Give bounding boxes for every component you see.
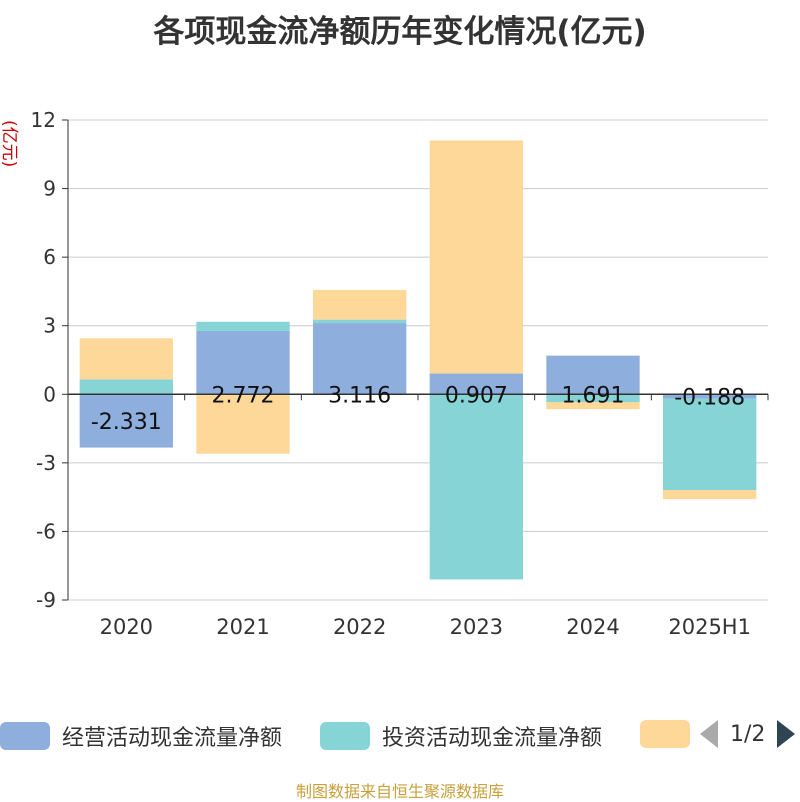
bar-2022-series-0 [313,323,407,395]
x-tick-label: 2025H1 [668,615,751,639]
bar-2025H1-series-1 [663,398,757,491]
y-tick-label: 12 [31,108,56,132]
y-tick-label: -3 [36,451,56,475]
bar-2025H1-series-0 [663,394,757,399]
legend-swatch-operating [0,722,50,750]
bar-2021-series-1 [196,321,290,331]
data-label-2021: 2.772 [212,383,275,408]
y-tick-label: -9 [36,588,56,612]
chart-legend: 经营活动现金流量净额 投资活动现金流量净额 1/2 [0,712,800,756]
bar-2024-series-0 [546,355,640,395]
y-tick-label: 0 [43,382,56,406]
y-tick-label: 6 [43,245,56,269]
y-tick-label: -6 [36,519,56,543]
legend-label-operating: 经营活动现金流量净额 [62,726,283,751]
legend-item-financing[interactable] [640,720,702,748]
bar-2021-series-2 [196,394,290,454]
bar-2020-series-2 [79,338,173,380]
y-tick-label: 3 [43,314,56,338]
bar-2024-series-1 [546,394,640,403]
bar-2023-series-2 [429,140,523,374]
bar-2025H1-series-2 [663,490,757,500]
legend-swatch-investing [320,722,370,750]
data-source-note: 制图数据来自恒生聚源数据库 [295,782,504,801]
bar-2022-series-2 [313,289,407,320]
x-tick-label: 2024 [566,615,619,639]
legend-page-indicator: 1/2 [730,721,766,747]
legend-item-investing[interactable]: 投资活动现金流量净额 [320,720,602,752]
chart-plot: 12 9 6 3 0 -3 -6 -9 2020 -2.331 2021 2.772 2022 3.116… [31,108,769,639]
bar-2020-series-1 [79,379,173,395]
legend-swatch-financing [640,720,690,748]
bar-2024-series-2 [546,402,640,410]
data-label-2024: 1.691 [562,383,625,408]
bar-2023-series-0 [429,373,523,395]
legend-label-investing: 投资活动现金流量净额 [382,726,603,751]
data-label-2020: -2.331 [91,410,162,435]
bar-2022-series-1 [313,319,407,324]
legend-item-operating[interactable]: 经营活动现金流量净额 [0,720,282,752]
x-tick-label: 2023 [450,615,503,639]
y-tick-label: 9 [43,177,56,201]
x-tick-label: 2021 [216,615,269,639]
legend-prev-page-icon[interactable] [700,720,718,748]
x-tick-label: 2020 [100,615,153,639]
bar-2020-series-0 [79,394,173,448]
bar-2023-series-1 [429,394,523,580]
x-tick-label: 2022 [333,615,386,639]
legend-pager: 1/2 [700,720,796,748]
legend-next-page-icon[interactable] [777,720,796,748]
bar-2021-series-0 [196,330,290,395]
chart-title: 各项现金流净额历年变化情况(亿元) [153,14,647,50]
data-label-2022: 3.116 [328,383,391,408]
data-label-2025H1: -0.188 [674,385,745,410]
data-label-2023: 0.907 [445,383,508,408]
